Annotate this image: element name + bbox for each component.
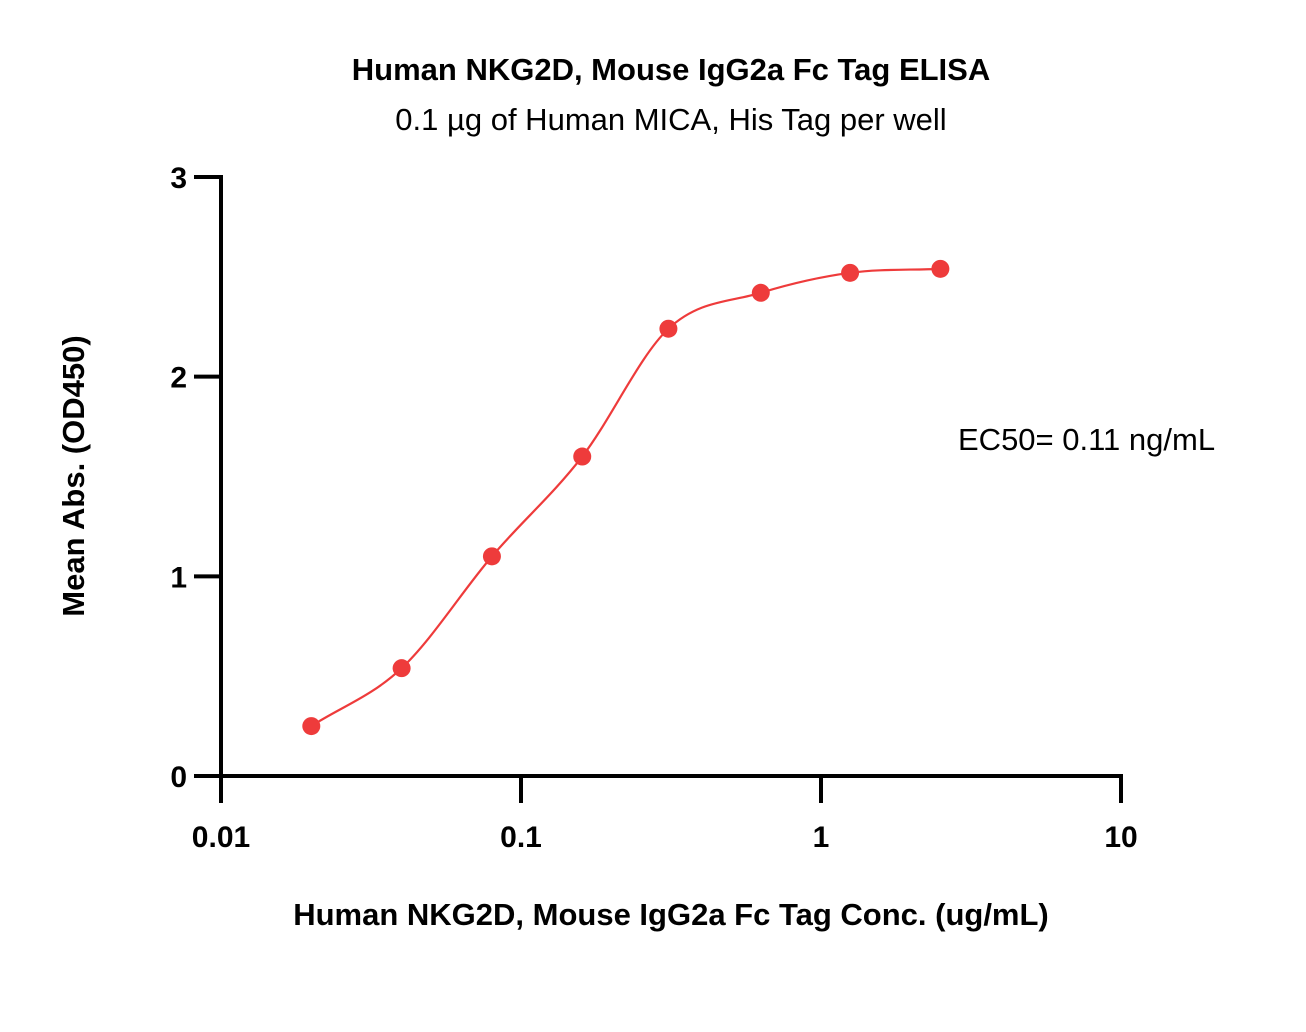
ec50-annotation: EC50= 0.11 ng/mL (958, 422, 1215, 457)
x-axis-label: Human NKG2D, Mouse IgG2a Fc Tag Conc. (u… (293, 897, 1049, 932)
x-tick-label: 0.1 (500, 821, 542, 854)
data-point (841, 263, 860, 282)
data-point (302, 717, 321, 736)
x-axis: 0.01 0.1 1 10 (192, 774, 1138, 854)
data-point (931, 259, 950, 278)
x-tick-label: 10 (1104, 821, 1137, 854)
y-axis-label: Mean Abs. (OD450) (56, 335, 91, 616)
y-tick-label: 2 (170, 362, 187, 395)
data-point (482, 547, 501, 566)
y-tick-label: 0 (170, 761, 187, 794)
chart-subtitle: 0.1 µg of Human MICA, His Tag per well (395, 102, 946, 137)
x-tick-label: 0.01 (192, 821, 250, 854)
data-point (573, 447, 592, 466)
data-points (302, 259, 950, 736)
data-point (392, 659, 411, 678)
data-point (751, 283, 770, 302)
y-tick-label: 1 (170, 561, 187, 594)
chart-title: Human NKG2D, Mouse IgG2a Fc Tag ELISA (352, 52, 990, 87)
y-axis: 0 1 2 3 (170, 162, 223, 794)
y-tick-label: 3 (170, 162, 187, 195)
x-tick-label: 1 (813, 821, 830, 854)
fit-curve (310, 267, 941, 728)
data-point (659, 319, 678, 338)
